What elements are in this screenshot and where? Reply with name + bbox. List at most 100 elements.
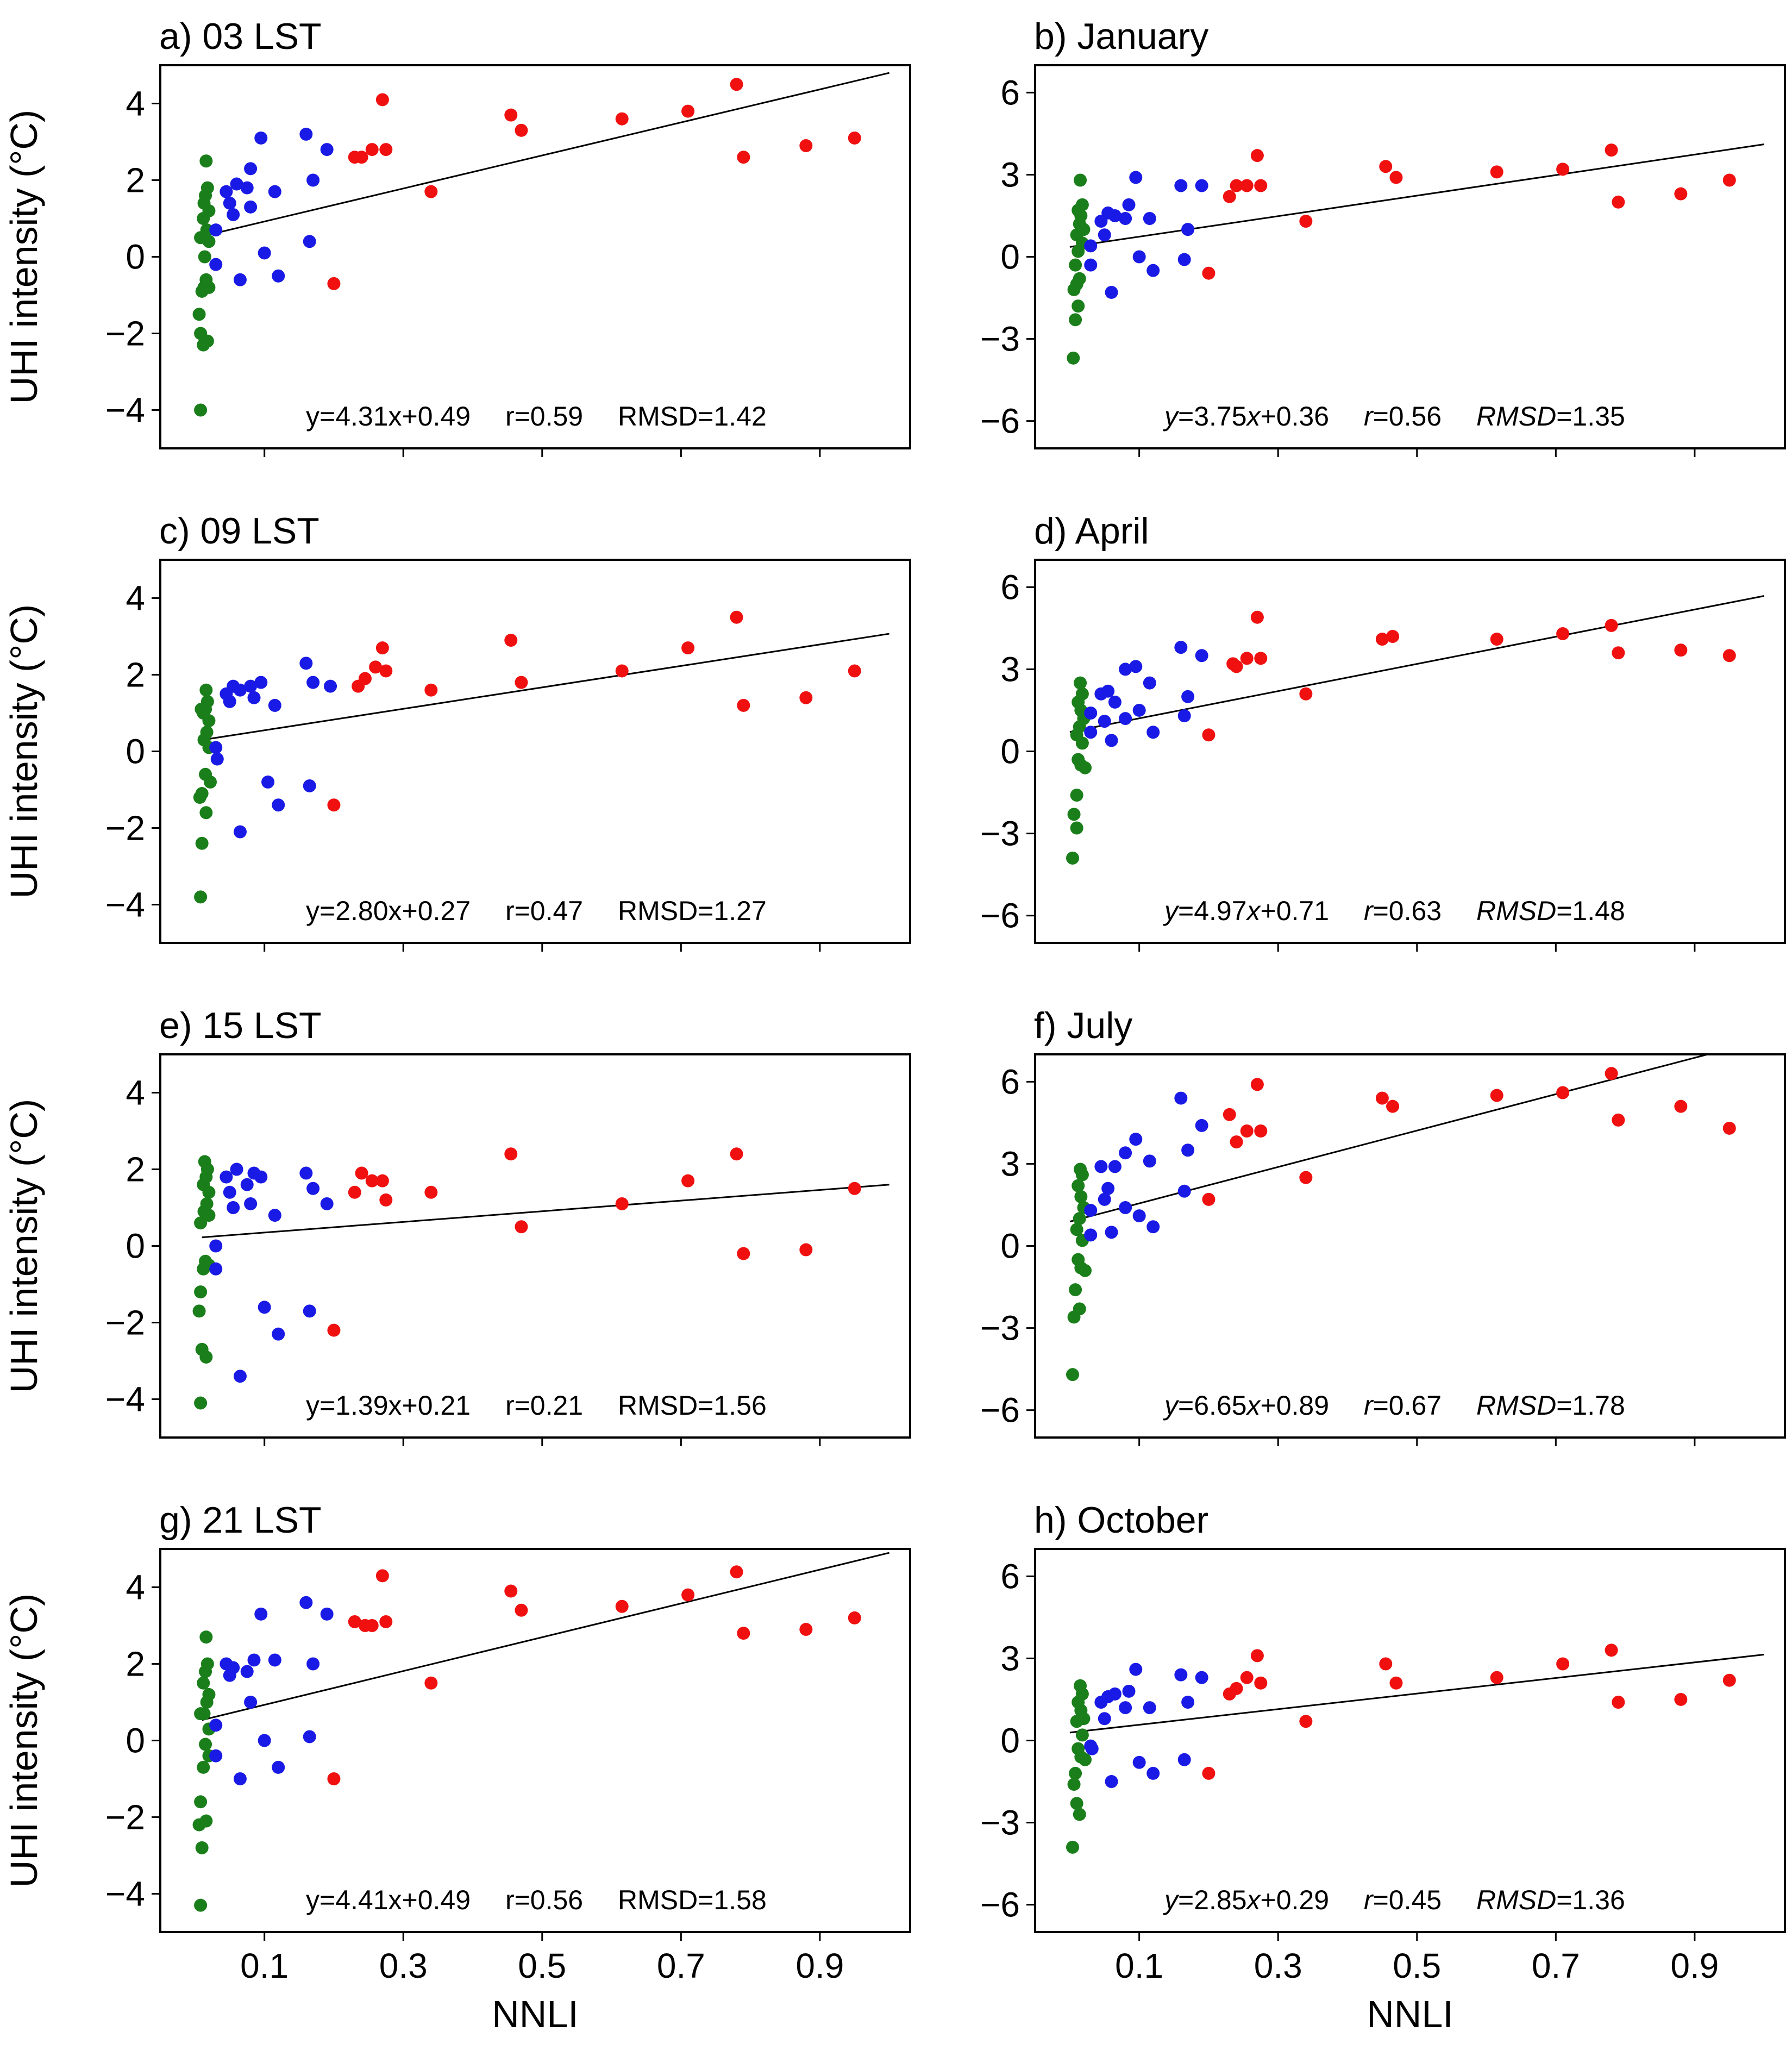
data-point [1299, 1715, 1313, 1728]
data-point [194, 1707, 208, 1721]
data-point [1072, 299, 1085, 313]
fit-rmsd: RMSD=1.42 [618, 401, 767, 432]
data-point [1070, 821, 1083, 835]
fit-r-symbol: r [1364, 401, 1374, 432]
regression-line [1069, 1653, 1764, 1734]
y-tick-label: 6 [1000, 73, 1020, 112]
data-point [1085, 1742, 1099, 1755]
panel-title: a) 03 LST [159, 16, 322, 57]
y-tick-label: 4 [126, 579, 145, 618]
data-point [730, 1147, 743, 1161]
spacer [471, 401, 505, 432]
data-point [209, 1749, 223, 1763]
data-point [1084, 1204, 1098, 1217]
data-point [515, 1220, 528, 1234]
data-point [1254, 1676, 1268, 1690]
data-point [223, 196, 236, 210]
regression-line [1069, 595, 1764, 733]
fit-annotation: y=1.39x+0.21 r=0.21 RMSD=1.56 [306, 1390, 767, 1421]
fit-annotation: y=2.85x+0.29 r=0.45 RMSD=1.36 [1163, 1885, 1625, 1915]
series-green [192, 1630, 216, 1912]
series-red [1202, 1643, 1736, 1780]
data-point [1379, 1657, 1393, 1671]
fit-equation-intercept: +0.71 [1261, 896, 1330, 926]
data-point [1119, 663, 1132, 676]
data-point [1108, 1160, 1121, 1173]
data-point [1070, 1797, 1083, 1810]
data-point [1202, 728, 1215, 742]
data-point [1146, 264, 1160, 277]
data-point [1174, 1668, 1188, 1682]
data-point [1143, 676, 1156, 690]
data-point [1174, 179, 1188, 192]
data-point [515, 123, 528, 137]
data-point [1105, 285, 1118, 299]
data-point [379, 664, 393, 678]
series-green [192, 1155, 216, 1410]
fit-equation-y: y [1163, 1885, 1180, 1915]
data-point [1195, 179, 1208, 192]
data-point [1066, 851, 1079, 865]
data-point [1146, 726, 1160, 739]
fit-equation: y=4.31x+0.49 [306, 401, 471, 432]
data-point [1202, 266, 1215, 280]
data-point [1129, 660, 1143, 673]
data-point [199, 1350, 213, 1364]
series-red [327, 1565, 861, 1785]
data-point [233, 683, 247, 697]
data-point [1098, 1192, 1111, 1206]
data-point [1612, 195, 1625, 209]
data-point [1254, 652, 1268, 665]
x-tick-label: 0.9 [795, 1946, 844, 1985]
y-tick-label: −6 [980, 896, 1020, 935]
data-point [1119, 712, 1132, 726]
data-point [504, 108, 518, 122]
y-tick-label: 4 [126, 1073, 145, 1113]
y-tick-label: 4 [126, 84, 145, 123]
fit-rmsd-symbol: RMSD [1476, 1885, 1556, 1915]
data-point [1299, 687, 1313, 701]
data-point [799, 1623, 813, 1636]
spacer [471, 1390, 505, 1421]
data-point [1605, 618, 1618, 632]
series-red [1202, 1067, 1736, 1206]
data-point [244, 200, 258, 214]
data-point [1386, 1099, 1400, 1113]
spacer [583, 1885, 618, 1915]
data-point [227, 1201, 240, 1214]
data-point [272, 1327, 285, 1341]
data-point [1230, 1135, 1243, 1149]
data-point [1230, 660, 1243, 673]
data-point [348, 1615, 361, 1628]
data-point [1129, 171, 1143, 184]
data-point [1389, 171, 1403, 184]
data-point [1722, 1121, 1736, 1135]
y-tick-label: −2 [105, 1798, 145, 1837]
data-point [254, 676, 268, 689]
data-point [303, 1730, 316, 1743]
fit-equation-x: x [1246, 896, 1262, 926]
data-point [327, 1323, 341, 1337]
data-point [200, 334, 214, 348]
data-point [244, 1197, 258, 1210]
data-point [1101, 1182, 1115, 1195]
data-point [515, 1603, 528, 1617]
spacer [471, 1885, 505, 1915]
series-blue [209, 1163, 334, 1383]
data-point [375, 93, 389, 107]
data-point [1490, 633, 1503, 646]
data-point [848, 664, 861, 678]
series-blue [1084, 171, 1208, 299]
data-point [197, 1262, 210, 1276]
series-green [1066, 676, 1092, 865]
data-point [1098, 1712, 1111, 1726]
panel-title: b) January [1034, 16, 1208, 57]
panel-b: b) January 6 3 0 −3 −6 y=3.75x+0.36 r=0.56 RMS… [980, 16, 1786, 457]
data-point [1070, 1223, 1083, 1236]
data-point [268, 698, 281, 712]
data-point [1612, 1696, 1625, 1709]
data-point [1240, 1671, 1254, 1684]
y-tick-label: 6 [1000, 567, 1020, 607]
data-point [195, 1841, 209, 1854]
